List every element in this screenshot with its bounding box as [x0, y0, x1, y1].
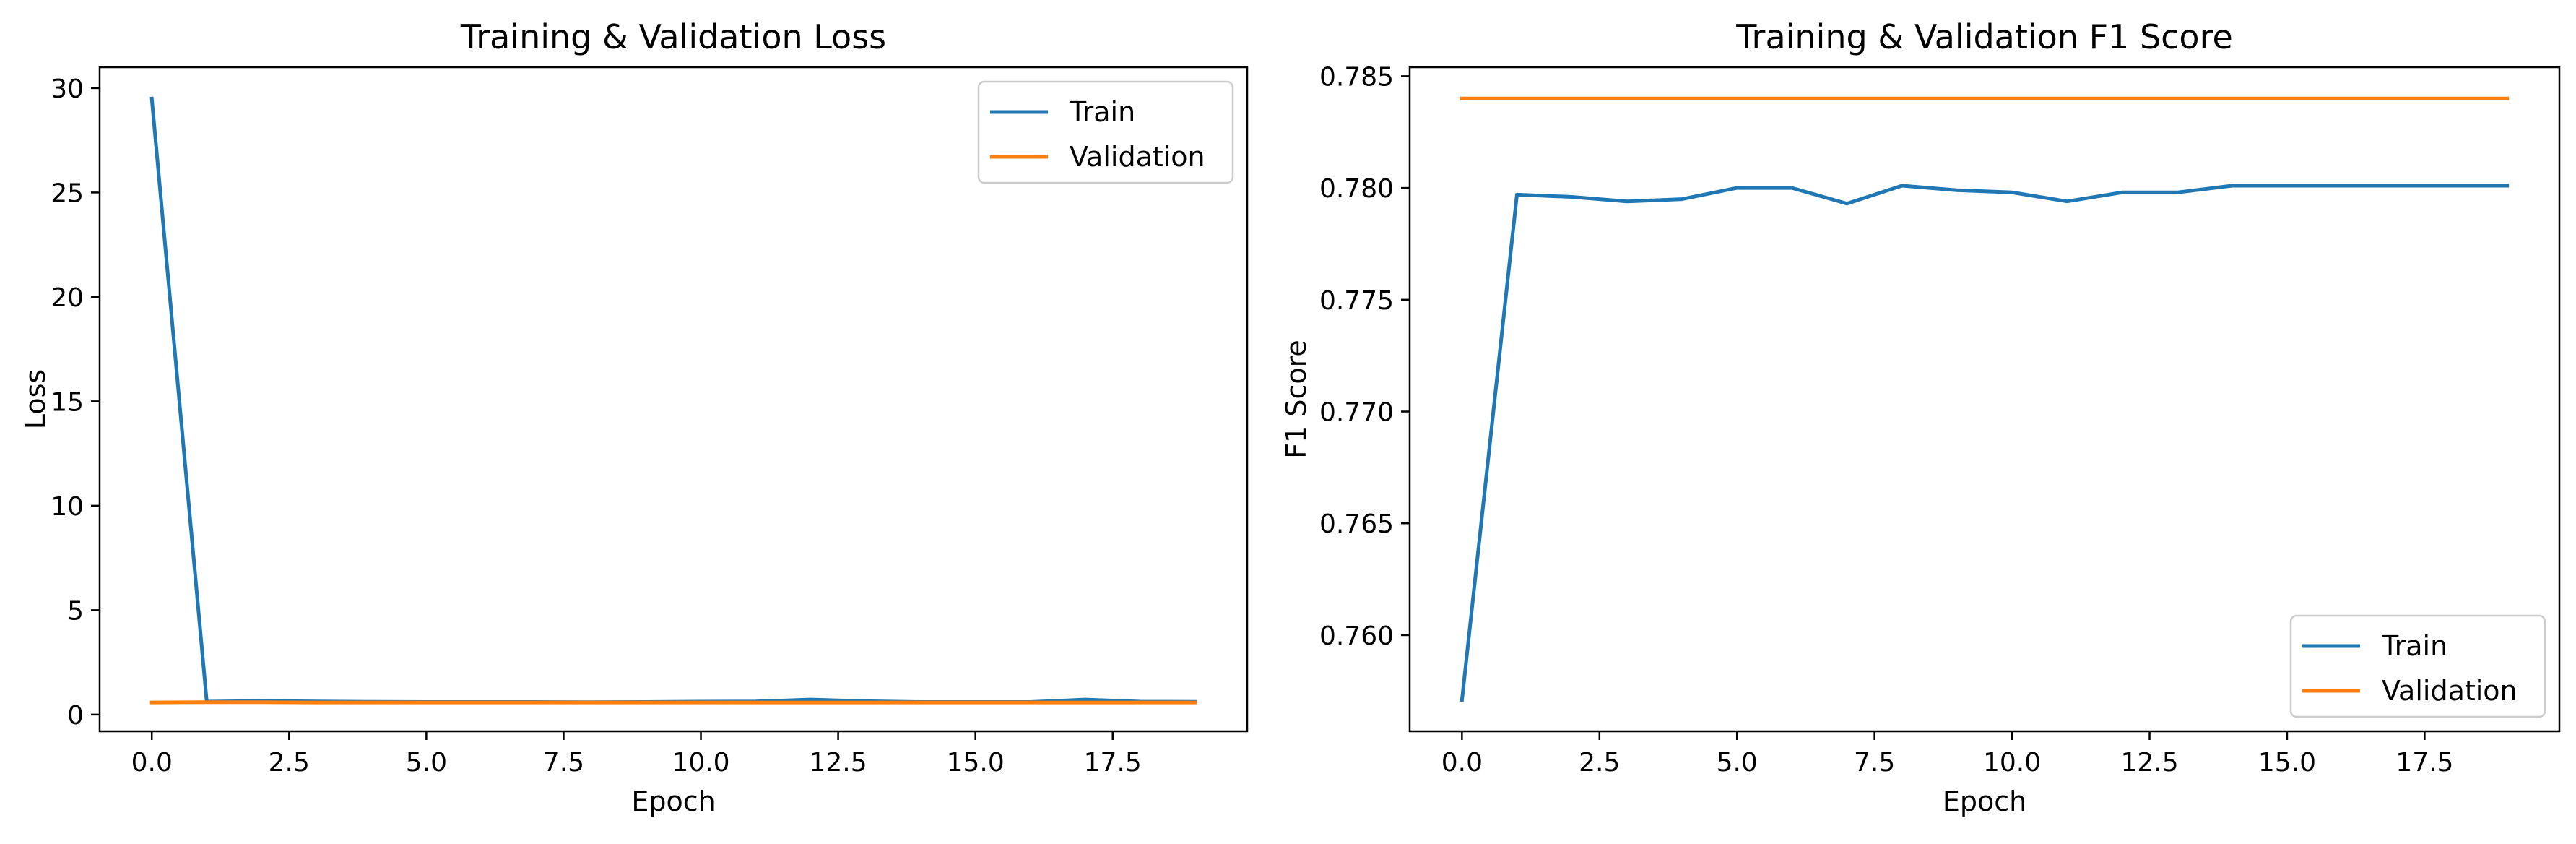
y-tick-label: 15 — [51, 387, 84, 417]
x-tick-label: 17.5 — [1084, 748, 1142, 778]
x-tick-label: 12.5 — [810, 748, 867, 778]
chart-title: Training & Validation F1 Score — [1735, 17, 2233, 56]
x-tick-label: 10.0 — [672, 748, 729, 778]
chart-panel-1: Training & Validation F1 Score 0.0 2.5 5.0 7… — [1280, 17, 2561, 817]
y-tick-label: 20 — [51, 283, 84, 313]
x-tick-label: 0.0 — [131, 748, 173, 778]
legend-label-train: Train — [2381, 630, 2447, 662]
legend-label-validation: Validation — [1070, 141, 1205, 173]
y-tick-label: 0.780 — [1319, 174, 1394, 204]
y-tick-label: 0 — [67, 701, 84, 731]
axes-frame — [1408, 66, 2561, 733]
x-axis-label: Epoch — [631, 785, 715, 817]
y-tick-label: 0.775 — [1319, 286, 1394, 316]
axes-frame — [98, 66, 1249, 733]
x-tick-label: 2.5 — [269, 748, 310, 778]
chart-panel-0: Training & Validation Loss 0.0 2.5 5.0 7.5 10… — [19, 17, 1249, 817]
x-tick-label: 5.0 — [406, 748, 447, 778]
series-line-train — [1460, 184, 2510, 702]
x-tick-label: 5.0 — [1717, 748, 1758, 778]
x-tick-label: 12.5 — [2120, 748, 2178, 778]
chart-title: Training & Validation Loss — [460, 17, 886, 56]
x-tick-label: 0.0 — [1441, 748, 1483, 778]
y-axis-label: Loss — [19, 369, 51, 429]
y-tick-label: 0.760 — [1319, 621, 1394, 651]
x-tick-label: 15.0 — [947, 748, 1005, 778]
y-tick-label: 30 — [51, 74, 84, 104]
x-tick-label: 17.5 — [2395, 748, 2453, 778]
x-tick-label: 7.5 — [543, 748, 584, 778]
y-tick-label: 5 — [67, 596, 84, 626]
legend-label-validation: Validation — [2382, 675, 2518, 707]
y-tick-label: 0.785 — [1319, 62, 1394, 92]
x-tick-label: 2.5 — [1579, 748, 1620, 778]
legend: Train Validation — [2289, 614, 2546, 718]
legend-label-train: Train — [1069, 96, 1135, 128]
x-tick-label: 10.0 — [1983, 748, 2041, 778]
y-tick-label: 25 — [51, 178, 84, 208]
x-tick-label: 7.5 — [1854, 748, 1895, 778]
y-tick-label: 0.770 — [1319, 398, 1394, 428]
x-tick-label: 15.0 — [2258, 748, 2316, 778]
y-tick-label: 0.765 — [1319, 509, 1394, 539]
legend: Train Validation — [977, 80, 1234, 184]
y-tick-label: 10 — [51, 492, 84, 522]
x-axis-label: Epoch — [1943, 785, 2026, 817]
y-axis-label: F1 Score — [1280, 340, 1312, 459]
